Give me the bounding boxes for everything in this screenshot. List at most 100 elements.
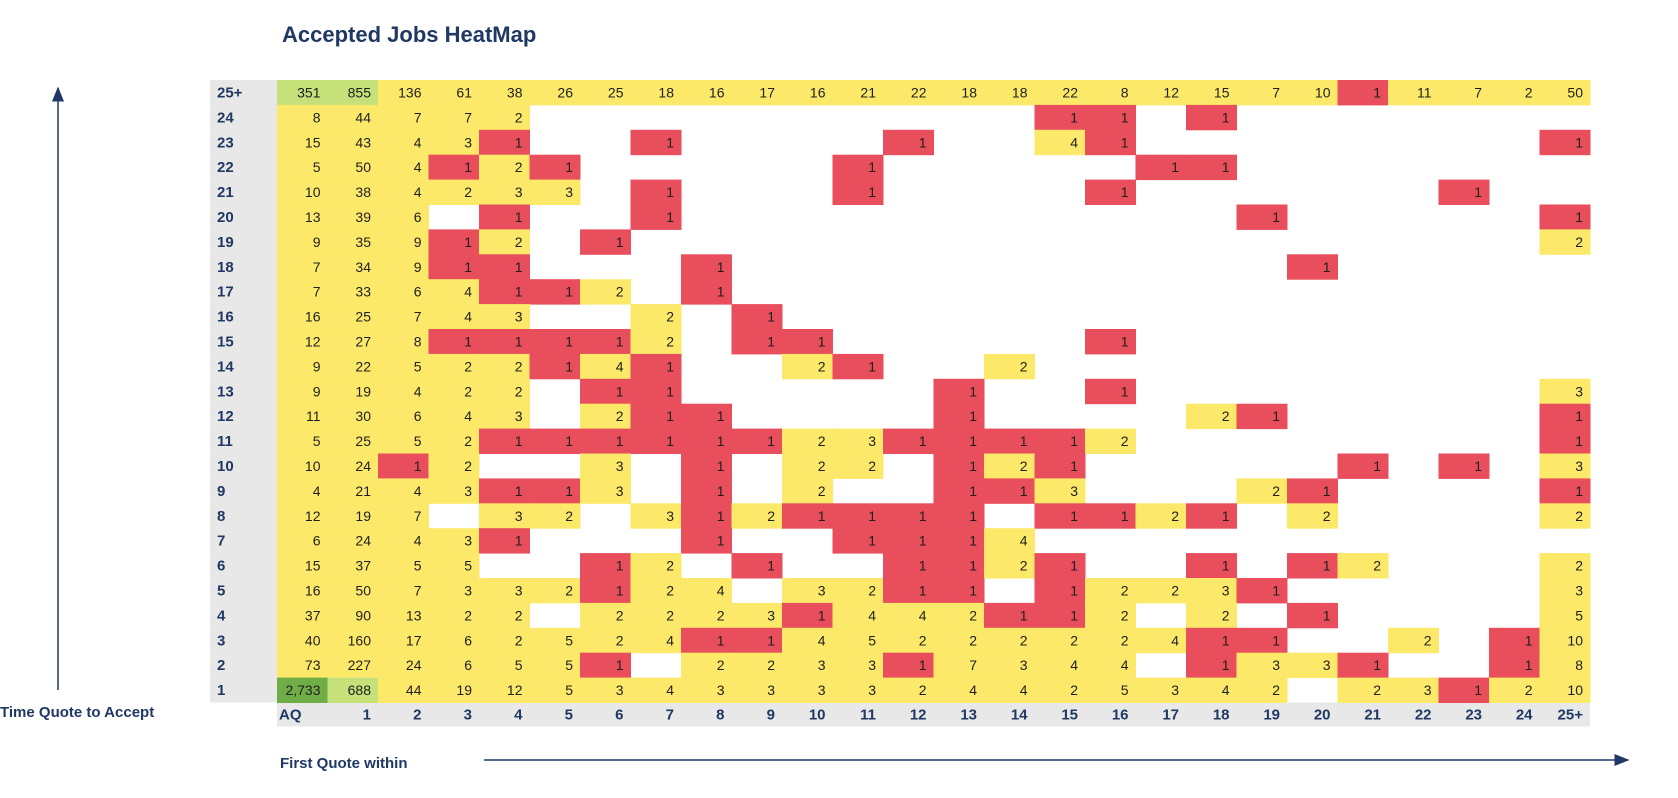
heatmap-cell-value: 4 (1070, 134, 1078, 150)
heatmap-cell (630, 428, 682, 454)
heatmap-cell (1539, 578, 1591, 604)
heatmap-cell (580, 353, 631, 380)
heatmap-cell (933, 478, 985, 504)
heatmap-cell (933, 602, 985, 629)
heatmap-cell (277, 80, 328, 106)
heatmap-cell-value: 1 (969, 508, 977, 524)
heatmap-cell-value: 4 (414, 483, 422, 499)
heatmap-cell (277, 179, 328, 205)
heatmap-cell-value: 1 (616, 433, 624, 449)
heatmap-cell-value: 4 (414, 184, 422, 200)
heatmap-cell-value: 1 (818, 508, 826, 524)
heatmap-cell-value: 22 (355, 358, 371, 374)
heatmap-cell (1186, 677, 1237, 703)
heatmap-cell-value: 7 (1474, 84, 1482, 100)
heatmap-cell (984, 428, 1035, 454)
heatmap-cell-value: 1 (717, 533, 725, 549)
heatmap-cell (630, 578, 682, 604)
heatmap-cell (1388, 627, 1439, 654)
heatmap-cell-value: 16 (305, 309, 321, 325)
heatmap-cell (933, 453, 985, 479)
heatmap-cell-value: 1 (1121, 109, 1129, 125)
heatmap-cell-value: 1 (1474, 458, 1482, 474)
heatmap-cell-value: 2 (1070, 682, 1078, 698)
heatmap-cell-value: 9 (414, 234, 422, 250)
x-tick-label: 22 (1415, 707, 1432, 724)
heatmap-cell (327, 652, 379, 679)
heatmap-cell-value: 3 (818, 657, 826, 673)
heatmap-cell (832, 154, 884, 181)
heatmap-cell (782, 627, 833, 654)
heatmap-cell-value: 6 (464, 632, 472, 648)
heatmap-cell-value: 19 (355, 508, 371, 524)
heatmap-cell-value: 1 (565, 483, 573, 499)
heatmap-cell-value: 1 (969, 433, 977, 449)
heatmap-cell-value: 1 (717, 483, 725, 499)
heatmap-cell (580, 80, 631, 106)
heatmap-cell (883, 129, 934, 156)
heatmap-cell-value: 2 (969, 632, 977, 648)
heatmap-cell (1135, 503, 1187, 529)
heatmap-cell (378, 528, 429, 554)
heatmap-cell (1085, 578, 1136, 604)
heatmap-cell-value: 2 (1575, 508, 1583, 524)
heatmap-cell (933, 503, 985, 529)
heatmap-cell-value: 50 (355, 159, 371, 175)
heatmap-cell (479, 329, 530, 355)
heatmap-cell (428, 279, 480, 305)
heatmap-cell-value: 1 (969, 383, 977, 399)
heatmap-cell (1186, 80, 1237, 106)
heatmap-cell-value: 2 (1171, 582, 1179, 598)
heatmap-cell-value: 7 (414, 309, 422, 325)
heatmap-cell (1539, 503, 1591, 529)
heatmap-cell-value: 7 (313, 284, 321, 300)
heatmap-cell (883, 602, 934, 629)
heatmap-cell (731, 80, 783, 106)
heatmap-cell (1438, 677, 1490, 703)
heatmap-cell-value: 1 (717, 408, 725, 424)
heatmap-cell-value: 12 (507, 682, 523, 698)
heatmap-cell (1186, 104, 1237, 131)
heatmap-cells: 351 855 136 61 38 26 25 18 16 17 16 21 22 18 18 22 8 12 15… (277, 80, 1591, 703)
heatmap-cell (1186, 578, 1237, 604)
heatmap-cell (1135, 578, 1187, 604)
heatmap-cell (681, 528, 732, 554)
heatmap-cell (731, 304, 783, 330)
heatmap-cell (327, 129, 379, 156)
x-tick-label: 23 (1465, 707, 1482, 724)
y-tick-label: 22 (217, 159, 234, 176)
heatmap-cell (630, 677, 682, 703)
heatmap-cell-value: 1 (1070, 607, 1078, 623)
heatmap-cell-value: 3 (818, 682, 826, 698)
heatmap-cell (1489, 652, 1540, 679)
heatmap-cell (479, 578, 530, 604)
heatmap-cell-value: 2 (717, 607, 725, 623)
heatmap-cell-value: 1 (767, 333, 775, 349)
heatmap-cell-value: 10 (305, 184, 321, 200)
heatmap-cell-value: 3 (717, 682, 725, 698)
heatmap-cell-value: 1 (1575, 134, 1583, 150)
heatmap-cell-value: 1 (515, 134, 523, 150)
heatmap-cell-value: 2 (666, 582, 674, 598)
heatmap-cell (1337, 80, 1389, 106)
heatmap-cell-value: 4 (414, 533, 422, 549)
heatmap-cell-value: 4 (818, 632, 826, 648)
heatmap-cell-value: 1 (1575, 209, 1583, 225)
heatmap-cell (1489, 627, 1540, 654)
heatmap-cell-value: 25 (608, 84, 624, 100)
heatmap-cell-value: 1 (1272, 209, 1280, 225)
heatmap-cell-value: 1 (868, 508, 876, 524)
heatmap-cell (681, 453, 732, 479)
heatmap-cell-value: 8 (313, 109, 321, 125)
heatmap-cell-value: 2 (1525, 682, 1533, 698)
heatmap-cell-value: 1 (666, 184, 674, 200)
y-axis-tick-labels: 25+2423222120191817161514131211109876543… (217, 84, 243, 699)
y-tick-label: 15 (217, 333, 234, 350)
heatmap-cell (782, 652, 833, 679)
heatmap-cell (1337, 453, 1389, 479)
heatmap-cell-value: 3 (464, 483, 472, 499)
heatmap-cell (1186, 154, 1237, 181)
heatmap-cell (1236, 80, 1288, 106)
heatmap-cell (277, 428, 328, 454)
